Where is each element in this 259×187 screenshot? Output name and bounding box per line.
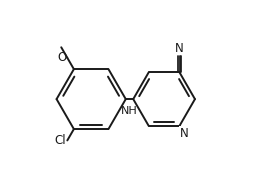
Text: N: N	[180, 127, 189, 140]
Text: N: N	[175, 42, 184, 55]
Text: Cl: Cl	[55, 134, 66, 147]
Text: O: O	[57, 51, 67, 64]
Text: NH: NH	[121, 106, 138, 116]
